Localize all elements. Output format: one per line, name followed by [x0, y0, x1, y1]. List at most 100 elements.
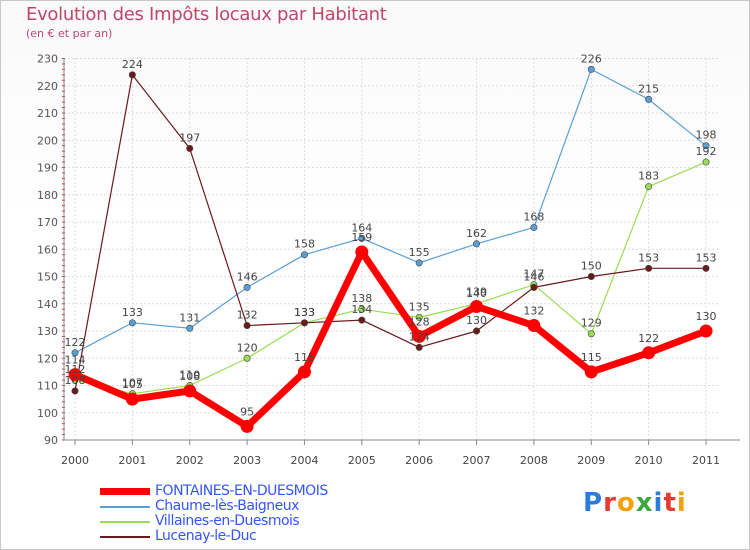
- series-lucenay-le-duc-data-label: 134: [351, 303, 372, 316]
- series-chaume-l-s-baigneux-data-label: 155: [409, 246, 430, 259]
- series-villaines-en-duesmois-data-label: 147: [523, 268, 544, 281]
- series-chaume-l-s-baigneux-line: [74, 68, 707, 354]
- series-lucenay-le-duc-data-label: 133: [294, 306, 315, 319]
- x-tick-label: 2010: [635, 454, 663, 467]
- series-villaines-en-duesmois-data-label: 107: [122, 377, 143, 390]
- series-fontaines-en-duesmois-point: [699, 324, 713, 338]
- legend-swatch: [100, 521, 150, 523]
- x-tick-label: 2006: [405, 454, 433, 467]
- series-lucenay-le-duc-data-label: 124: [409, 330, 430, 343]
- grid-lines: [64, 58, 720, 441]
- series-fontaines-en-duesmois-data-label: 114: [65, 354, 86, 367]
- series-chaume-l-s-baigneux-point: [128, 319, 136, 327]
- series-chaume-l-s-baigneux-point: [358, 234, 366, 242]
- x-tick-label: 2001: [118, 454, 146, 467]
- chart-subtitle: (en € et par an): [26, 27, 113, 40]
- series-chaume-l-s-baigneux-point: [415, 259, 423, 267]
- logo-letter: P: [583, 488, 604, 518]
- series-villaines-en-duesmois-data-label: 135: [409, 300, 430, 313]
- series-fontaines-en-duesmois-line: [73, 248, 708, 430]
- y-tick-label: 160: [37, 243, 58, 256]
- x-tick-label: 2009: [577, 454, 605, 467]
- series-chaume-l-s-baigneux-data-label: 215: [638, 82, 659, 95]
- axes: 90 100 110 120 130 140 150 160 170 180 190 200 210 22…: [37, 53, 740, 467]
- series-lucenay-le-duc-data-label: 153: [696, 251, 717, 264]
- series-fontaines-en-duesmois-point: [297, 365, 311, 379]
- y-tick-label: 120: [37, 352, 58, 365]
- series-fontaines-en-duesmois-data-label: 139: [466, 285, 487, 298]
- series-chaume-l-s-baigneux-point: [186, 324, 194, 332]
- logo-letter: x: [635, 488, 654, 518]
- x-tick-label: 2008: [520, 454, 548, 467]
- series-lucenay-le-duc-point: [186, 144, 194, 152]
- logo-letter: o: [616, 488, 636, 518]
- series-fontaines-en-duesmois-data-label: 115: [581, 351, 602, 364]
- series-villaines-en-duesmois-data-label: 133: [294, 306, 315, 319]
- series-lucenay-le-duc-data-label: 153: [638, 251, 659, 264]
- series-villaines-en-duesmois-data-label: 112: [65, 363, 86, 376]
- series-fontaines-en-duesmois-point: [125, 392, 139, 406]
- series-fontaines-en-duesmois-data-label: 132: [523, 305, 544, 318]
- x-tick-label: 2002: [176, 454, 204, 467]
- series-villaines-en-duesmois-point: [587, 330, 595, 338]
- series-lucenay-le-duc-point: [473, 327, 481, 335]
- series-villaines-en-duesmois-point: [702, 158, 710, 166]
- series-lines: [68, 65, 713, 433]
- line-chart: 90 100 110 120 130 140 150 160 170 180 190 200 210 22…: [37, 52, 740, 467]
- series-chaume-l-s-baigneux-data-label: 168: [523, 210, 544, 223]
- series-villaines-en-duesmois-data-label: 138: [351, 292, 372, 305]
- series-fontaines-en-duesmois-data-label: 115: [294, 351, 315, 364]
- series-villaines-en-duesmois-point: [243, 354, 251, 362]
- y-tick-label: 210: [37, 107, 58, 120]
- series-villaines-en-duesmois-line: [74, 161, 707, 395]
- series-villaines-en-duesmois-data-label: 183: [638, 170, 659, 183]
- series-fontaines-en-duesmois-data-label: 128: [409, 315, 430, 328]
- logo-letter: i: [676, 488, 687, 518]
- series-lucenay-le-duc-point: [530, 283, 538, 291]
- y-tick-label: 130: [37, 325, 58, 338]
- series-fontaines-en-duesmois-point: [412, 329, 426, 343]
- series-fontaines-en-duesmois-point: [470, 299, 484, 313]
- series-lucenay-le-duc-data-label: 108: [65, 374, 86, 387]
- series-chaume-l-s-baigneux-data-label: 131: [179, 311, 200, 324]
- chart-title: Evolution des Impôts locaux par Habitant: [26, 4, 387, 25]
- y-tick-label: 200: [37, 134, 58, 147]
- series-fontaines-en-duesmois-point: [183, 384, 197, 398]
- series-chaume-l-s-baigneux-point: [587, 65, 595, 73]
- y-tick-label: 190: [37, 162, 58, 175]
- series-fontaines-en-duesmois-point: [68, 368, 82, 382]
- series-lucenay-le-duc-point: [415, 343, 423, 351]
- y-tick-label: 140: [37, 298, 58, 311]
- series-lucenay-le-duc-point: [702, 264, 710, 272]
- x-tick-label: 2011: [692, 454, 720, 467]
- series-chaume-l-s-baigneux-data-label: 146: [237, 270, 258, 283]
- series-chaume-l-s-baigneux-data-label: 133: [122, 306, 143, 319]
- legend-label: Lucenay-le-Duc: [155, 528, 257, 544]
- series-lucenay-le-duc-point: [645, 264, 653, 272]
- series-chaume-l-s-baigneux-point: [71, 349, 79, 357]
- y-tick-label: 110: [37, 380, 58, 393]
- logo-letter: i: [653, 488, 664, 518]
- series-lucenay-le-duc-data-label: 224: [122, 58, 143, 71]
- logo-letter: t: [663, 488, 677, 518]
- series-chaume-l-s-baigneux-point: [702, 142, 710, 150]
- x-tick-label: 2004: [290, 454, 318, 467]
- series-chaume-l-s-baigneux-data-label: 158: [294, 238, 315, 251]
- y-tick-label: 100: [37, 407, 58, 420]
- series-villaines-en-duesmois-point: [645, 183, 653, 191]
- series-fontaines-en-duesmois-data-label: 108: [179, 370, 200, 383]
- series-fontaines-en-duesmois-point: [527, 319, 541, 333]
- series-chaume-l-s-baigneux-point: [243, 283, 251, 291]
- series-lucenay-le-duc-data-label: 130: [466, 314, 487, 327]
- series-fontaines-en-duesmois-data-label: 95: [240, 405, 254, 418]
- y-tick-label: 230: [37, 53, 58, 66]
- series-villaines-en-duesmois-data-label: 192: [696, 145, 717, 158]
- series-lucenay-le-duc-data-label: 132: [237, 309, 258, 322]
- x-tick-label: 2007: [463, 454, 491, 467]
- legend-swatch: [100, 506, 150, 508]
- series-chaume-l-s-baigneux-data-label: 122: [65, 336, 86, 349]
- series-villaines-en-duesmois-point: [358, 305, 366, 313]
- series-fontaines-en-duesmois-data-label: 159: [351, 231, 372, 244]
- legend-swatch: [100, 536, 150, 538]
- y-tick-label: 90: [44, 434, 58, 447]
